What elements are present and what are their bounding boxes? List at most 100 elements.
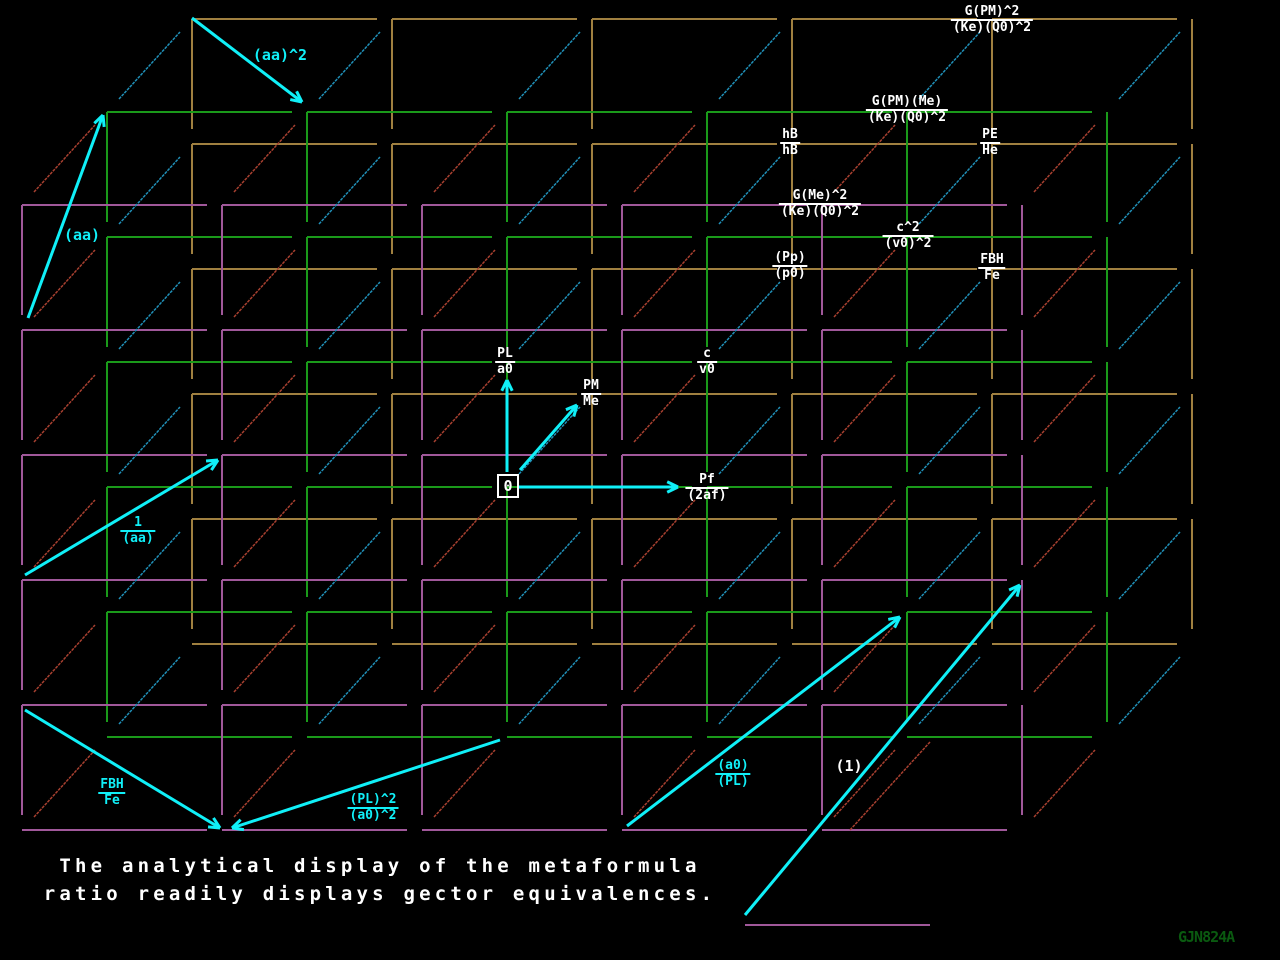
caption-line-1: The analytical display of the metaformul… <box>59 855 701 877</box>
back-diagonal <box>718 531 781 600</box>
ratio-label: PL a0 <box>495 347 515 377</box>
ratio-label: Pf (2af) <box>685 473 729 503</box>
vector-fbh-fe-head <box>212 817 222 829</box>
unit-label: (1) <box>835 757 863 775</box>
front-diagonal <box>633 624 696 693</box>
numerator: G(Me)^2 <box>778 189 862 205</box>
denominator: Fe <box>984 268 1000 283</box>
back-diagonal <box>118 406 181 475</box>
front-diagonal <box>433 249 496 318</box>
ratio-label: c^2 (v0)^2 <box>882 221 934 251</box>
vector-pf-2af-head <box>666 485 679 494</box>
denominator: He <box>982 143 998 158</box>
vector-fbh-fe <box>24 708 221 830</box>
numerator: FBH <box>98 777 126 794</box>
denominator: (p0) <box>774 266 806 281</box>
front-diagonal <box>833 374 896 443</box>
back-diagonal <box>918 531 981 600</box>
back-diagonal <box>718 406 781 475</box>
front-diagonal <box>233 124 296 193</box>
front-diagonal <box>1033 124 1096 193</box>
denominator: (Ke)(Q0)^2 <box>780 204 860 219</box>
denominator: Me <box>583 394 599 409</box>
denominator: (a0)^2 <box>349 808 397 823</box>
vector-aa-squared-head <box>295 90 304 103</box>
back-diagonal <box>718 656 781 725</box>
back-diagonal <box>318 31 381 100</box>
front-diagonal <box>33 249 96 318</box>
front-diagonal <box>833 624 896 693</box>
caption: The analytical display of the metaformul… <box>30 852 730 908</box>
back-diagonal <box>518 656 581 725</box>
vector-inverse-aa <box>24 458 219 577</box>
front-diagonal <box>633 124 696 193</box>
back-diagonal <box>918 156 981 225</box>
vector-aa-squared-head <box>289 98 303 104</box>
back-diagonal <box>518 281 581 350</box>
back-diagonal <box>1118 31 1181 100</box>
front-diagonal <box>1033 249 1096 318</box>
vector-aa-head <box>93 113 105 125</box>
back-diagonal <box>118 31 181 100</box>
vector-pl-a0-head <box>505 379 514 392</box>
back-diagonal <box>318 156 381 225</box>
back-diagonal <box>118 531 181 600</box>
vector-pm-me <box>518 404 579 471</box>
caption-line-2: ratio readily displays gector equivalenc… <box>43 883 717 905</box>
vector-pl-squared <box>231 738 501 830</box>
front-diagonal <box>633 499 696 568</box>
denominator: v0 <box>699 362 715 377</box>
back-diagonal <box>518 156 581 225</box>
vector-inverse-aa-head <box>205 458 219 463</box>
vector-label: (aa) <box>63 226 101 244</box>
back-diagonal <box>518 406 581 475</box>
front-diagonal <box>33 499 96 568</box>
back-diagonal <box>518 531 581 600</box>
numerator: c^2 <box>882 221 934 237</box>
numerator: Pf <box>685 473 729 489</box>
ratio-label: hB hB <box>780 128 800 158</box>
signature: GJN824A <box>1178 928 1235 946</box>
front-diagonal <box>33 749 96 818</box>
front-diagonal <box>433 374 496 443</box>
back-diagonal <box>918 281 981 350</box>
back-diagonal <box>118 156 181 225</box>
vector-inverse-aa-head <box>210 459 220 471</box>
denominator: (PL) <box>717 774 749 789</box>
front-diagonal <box>1033 749 1096 818</box>
back-diagonal <box>118 656 181 725</box>
denominator: (v0)^2 <box>884 236 932 251</box>
ratio-label: PE He <box>980 128 1000 158</box>
back-diagonal <box>1118 406 1181 475</box>
numerator: (Pp) <box>772 250 808 267</box>
denominator: (2af) <box>687 488 727 503</box>
numerator: PL <box>495 346 515 363</box>
front-diagonal <box>33 124 96 193</box>
vector-label: FBH Fe <box>98 777 126 808</box>
origin-box: 0 <box>497 474 519 498</box>
front-diagonal <box>33 374 96 443</box>
denominator: (aa) <box>122 531 154 546</box>
front-diagonal <box>1033 499 1096 568</box>
ratio-label: (Pp) (p0) <box>772 250 808 281</box>
numerator: (PL)^2 <box>347 792 399 809</box>
vector-a0-pl <box>626 615 901 828</box>
ratio-label: PM Me <box>581 379 601 409</box>
vector-pm-me-head <box>565 403 578 412</box>
vector-label: (a0) (PL) <box>715 758 751 789</box>
numerator: (a0) <box>715 758 751 775</box>
vector-a0-pl-head <box>893 616 902 629</box>
front-diagonal <box>233 499 296 568</box>
ratio-label: G(Me)^2 (Ke)(Q0)^2 <box>778 189 862 219</box>
vector-aa <box>26 114 105 319</box>
front-diagonal <box>633 374 696 443</box>
back-diagonal <box>318 281 381 350</box>
back-diagonal <box>718 156 781 225</box>
front-diagonal <box>433 624 496 693</box>
back-diagonal <box>518 31 581 100</box>
back-diagonal <box>1118 281 1181 350</box>
vector-pf-2af-head <box>666 480 679 489</box>
denominator: (Ke)(Q0)^2 <box>952 20 1032 35</box>
back-diagonal <box>1118 531 1181 600</box>
